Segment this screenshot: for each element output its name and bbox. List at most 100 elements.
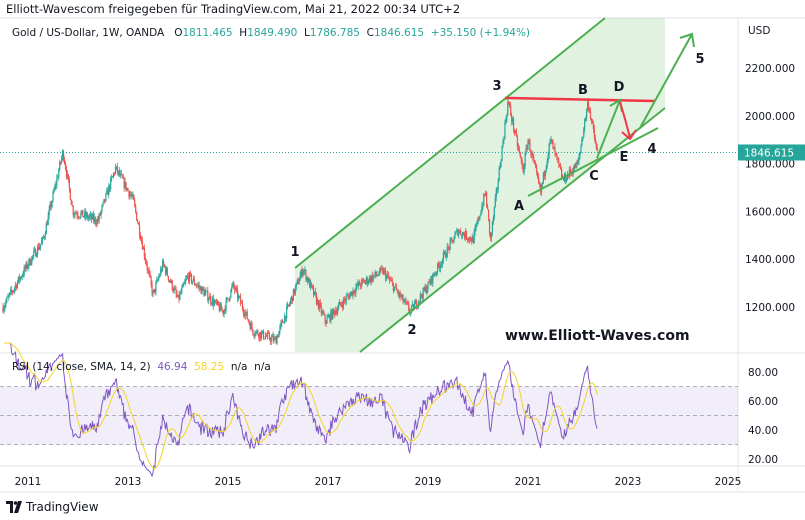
candle-body [420, 294, 422, 297]
candle-body [102, 202, 104, 206]
rsi-tick: 20.00 [748, 454, 778, 466]
candle-body [467, 239, 469, 241]
candle-body [589, 111, 592, 119]
candle-body [201, 287, 203, 294]
candle-body [256, 330, 258, 332]
candle-body [440, 264, 443, 266]
candle-body [578, 156, 580, 162]
tradingview-logo[interactable]: TradingView [6, 500, 99, 514]
candle-body [483, 194, 485, 206]
candle-body [500, 161, 502, 167]
high-value: 1849.490 [247, 27, 298, 39]
low-label: L [304, 27, 310, 39]
candle-body [588, 109, 591, 112]
candle-body [309, 278, 311, 288]
time-tick: 2013 [115, 476, 142, 488]
candle-body [314, 291, 317, 295]
candle-body [345, 296, 347, 302]
candle-body [453, 238, 455, 243]
candle-body [432, 273, 434, 284]
candle-body [406, 302, 408, 303]
candle-body [170, 280, 172, 283]
candle-body [449, 240, 451, 250]
candle-body [531, 152, 533, 155]
channel-upper-line [294, 17, 606, 269]
candle-body [303, 270, 305, 272]
candle-body [121, 174, 123, 179]
candle-body [488, 219, 491, 233]
wave-label-1: 1 [290, 245, 299, 260]
candle-body [304, 270, 306, 271]
candle-body [343, 299, 345, 301]
symbol-legend[interactable]: Gold / US-Dollar, 1W, OANDA O1811.465 H1… [12, 27, 530, 39]
candle-body [46, 223, 48, 226]
candle-body [361, 279, 363, 287]
candle-body [51, 201, 53, 207]
candle-body [448, 247, 450, 250]
close-label: C [366, 27, 374, 39]
candle-body [255, 331, 257, 335]
candle-body [388, 278, 391, 280]
currency-label: USD [748, 25, 770, 37]
candle-body [582, 136, 584, 140]
candle-body [331, 310, 333, 319]
candle-body [341, 305, 344, 308]
candle-body [569, 169, 571, 173]
candle-body [59, 161, 61, 171]
candle-body [375, 271, 377, 276]
candle-body [138, 224, 141, 236]
candle-body [369, 277, 371, 283]
candle-body [577, 161, 579, 164]
candle-body [192, 278, 194, 282]
candle-body [586, 109, 588, 118]
candle-body [464, 231, 467, 238]
candle-body [311, 282, 313, 286]
candle-body [245, 311, 247, 313]
candle-body [90, 214, 93, 220]
candle-body [286, 306, 288, 319]
candle-body [318, 302, 320, 309]
price-tick: 1400.000 [745, 254, 795, 266]
candle-body [82, 210, 84, 217]
rsi-na-2: n/a [254, 361, 271, 373]
candle-body [171, 280, 173, 290]
candle-body [520, 156, 522, 162]
candle-body [463, 234, 466, 238]
candle-body [504, 122, 506, 138]
candle-body [162, 260, 164, 271]
candle-body [70, 199, 72, 205]
candle-body [243, 313, 245, 316]
candle-body [284, 315, 286, 323]
candle-body [145, 260, 147, 265]
candle-body [346, 295, 348, 297]
candle-body [421, 296, 423, 299]
candle-body [165, 268, 168, 274]
candle-body [200, 286, 202, 294]
candle-body [348, 295, 350, 299]
wave-label-5: 5 [695, 52, 704, 67]
candle-body [17, 276, 19, 283]
candle-body [86, 213, 88, 217]
candle-body [587, 101, 590, 110]
arrow-d-to-e [619, 101, 631, 139]
candle-body [287, 304, 290, 306]
candle-body [50, 204, 52, 207]
candle-body [358, 281, 360, 286]
candle-body [85, 211, 87, 217]
candle-body [164, 266, 167, 274]
candle-body [423, 287, 425, 291]
candle-body [413, 303, 416, 310]
candle-body [466, 239, 469, 240]
candle-body [223, 309, 225, 315]
candle-body [141, 240, 144, 250]
candle-body [211, 302, 213, 305]
candle-body [266, 333, 269, 337]
candle-body [203, 289, 205, 296]
rsi-legend[interactable]: RSI (14, close, SMA, 14, 2) 46.94 58.25 … [12, 361, 271, 373]
candle-body [122, 177, 124, 179]
candle-body [19, 277, 21, 281]
candle-body [195, 285, 197, 286]
candle-body [418, 301, 420, 302]
candle-body [246, 311, 248, 320]
